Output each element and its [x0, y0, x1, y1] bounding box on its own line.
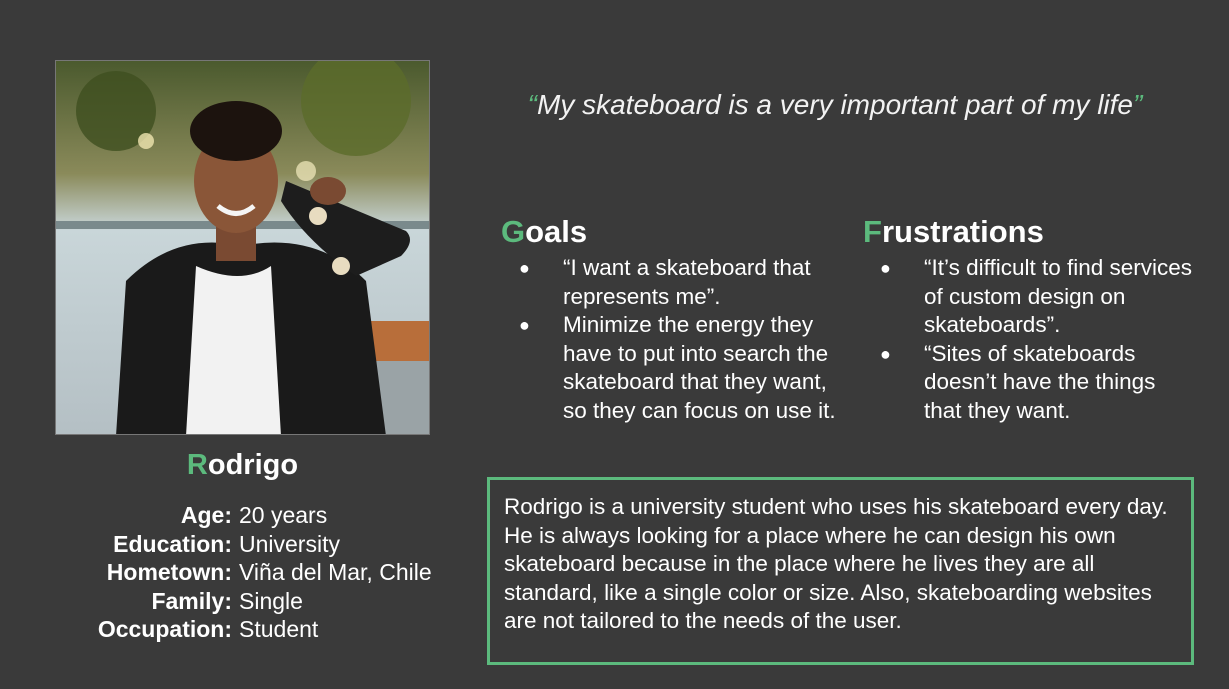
persona-summary-box: Rodrigo is a university student who uses…	[487, 477, 1194, 665]
detail-label: Education:	[113, 530, 232, 557]
frustration-text: “It’s difficult to find services of cust…	[924, 255, 1193, 337]
frustrations-heading: Frustrations	[863, 214, 1044, 250]
detail-education: Education: University	[55, 530, 475, 559]
goals-heading-rest: oals	[525, 214, 588, 249]
persona-name: Rodrigo	[55, 449, 430, 482]
detail-age: Age: 20 years	[55, 501, 475, 530]
detail-label: Occupation:	[97, 616, 232, 642]
list-item: ● “It’s difficult to find services of cus…	[862, 254, 1197, 340]
list-item: ● “I want a skateboard that represents me…	[501, 254, 851, 311]
detail-value: 20 years	[239, 502, 328, 528]
goal-text: “I want a skateboard that represents me”…	[563, 255, 811, 309]
persona-name-rest: odrigo	[207, 449, 299, 481]
detail-hometown: Hometown: Viña del Mar, Chile	[55, 558, 475, 587]
persona-photo	[55, 60, 430, 435]
persona-summary-text: Rodrigo is a university student who uses…	[504, 494, 1168, 633]
quote-close-mark: ”	[1133, 89, 1143, 120]
detail-label: Age:	[180, 502, 232, 528]
detail-occupation: Occupation: Student	[55, 615, 475, 644]
goal-text: Minimize the energy they have to put int…	[563, 312, 836, 423]
bullet-icon: ●	[519, 315, 530, 335]
frustrations-list: ● “It’s difficult to find services of cus…	[862, 254, 1197, 425]
bullet-icon: ●	[880, 343, 891, 364]
detail-label: Family:	[151, 587, 232, 614]
goals-list: ● “I want a skateboard that represents me…	[501, 254, 851, 425]
goals-heading: Goals	[501, 214, 587, 250]
detail-label: Hometown:	[106, 559, 232, 585]
bullet-icon: ●	[880, 258, 891, 278]
bullet-icon: ●	[519, 258, 530, 278]
frustration-text: “Sites of skateboards doesn’t have the t…	[924, 340, 1156, 423]
persona-name-initial: R	[186, 449, 208, 481]
quote-text: My skateboard is a very important part o…	[537, 89, 1133, 120]
detail-value: Single	[239, 587, 303, 614]
quote-open-mark: “	[527, 89, 537, 120]
list-item: ● “Sites of skateboards doesn’t have the …	[862, 340, 1197, 426]
persona-quote: “My skateboard is a very important part …	[490, 86, 1180, 123]
detail-family: Family: Single	[55, 587, 475, 616]
goals-heading-initial: G	[501, 214, 526, 249]
detail-value: Student	[239, 616, 319, 642]
frustrations-heading-rest: rustrations	[881, 214, 1044, 249]
list-item: ● Minimize the energy they have to put in…	[501, 311, 851, 425]
persona-details: Age: 20 years Education: University Home…	[55, 501, 475, 644]
frustrations-heading-initial: F	[863, 214, 882, 249]
detail-value: University	[239, 530, 340, 557]
detail-value: Viña del Mar, Chile	[239, 559, 432, 585]
